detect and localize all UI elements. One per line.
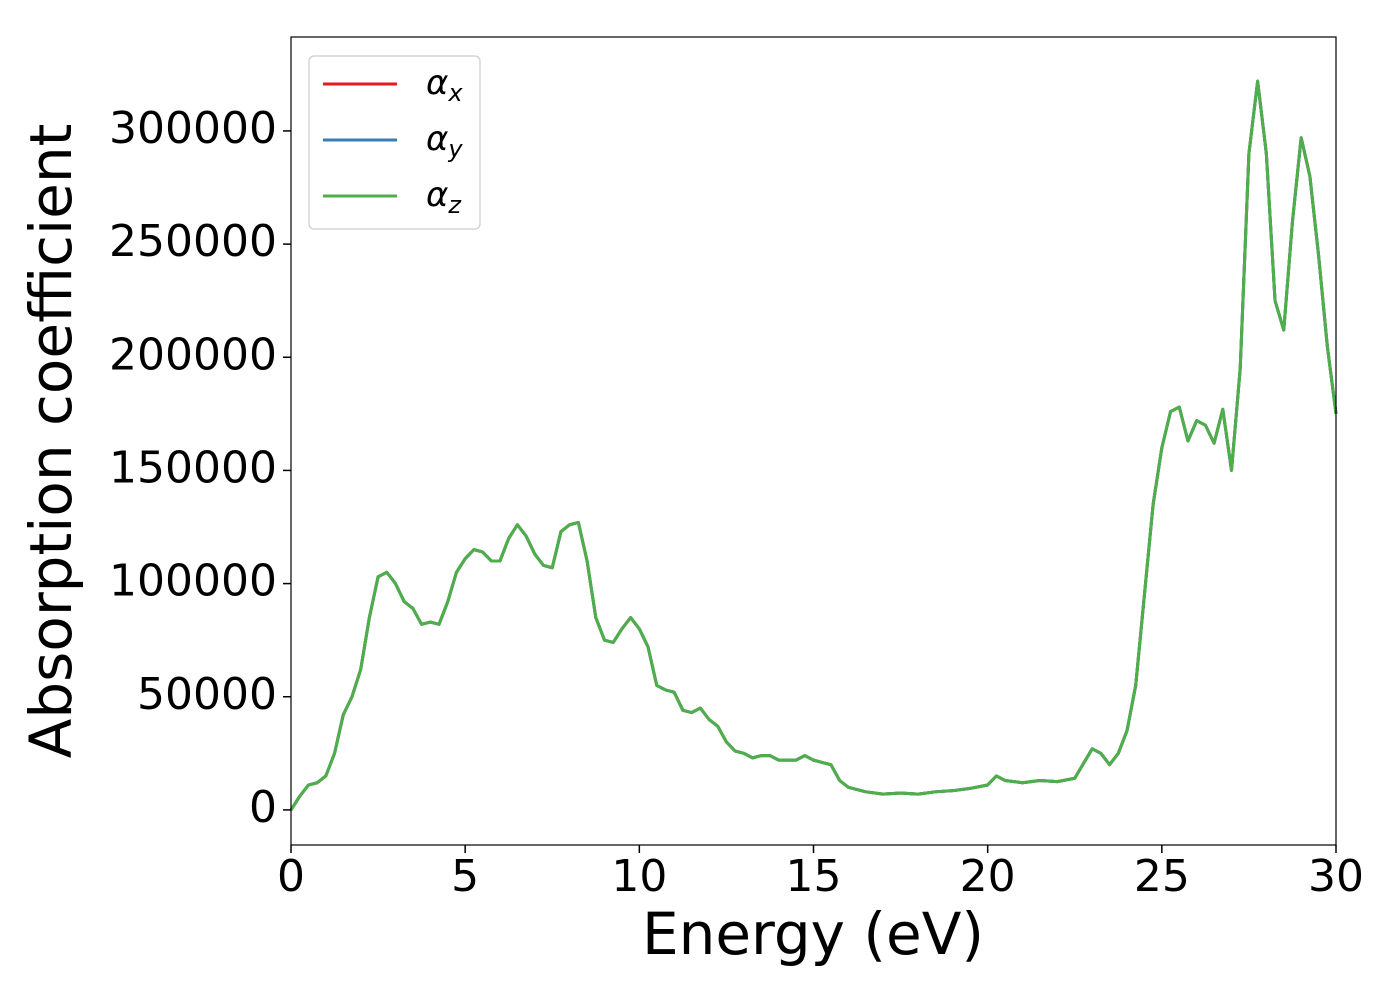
legend-label: αz xyxy=(426,175,462,220)
y-tick-label: 100000 xyxy=(109,556,277,607)
y-tick-label: 0 xyxy=(249,782,277,833)
y-tick-label: 300000 xyxy=(109,103,277,154)
x-axis-label: Energy (eV) xyxy=(642,900,984,968)
y-tick-label: 250000 xyxy=(109,216,277,267)
x-tick-label: 5 xyxy=(451,851,479,902)
x-tick-label: 30 xyxy=(1308,851,1364,902)
y-tick-label: 200000 xyxy=(109,329,277,380)
y-axis-label: Absorption coefficient xyxy=(17,124,85,759)
x-tick-label: 20 xyxy=(960,851,1016,902)
x-tick-label: 0 xyxy=(277,851,305,902)
legend-label: αy xyxy=(426,119,463,164)
legend-box xyxy=(308,55,481,230)
plot-frame xyxy=(290,36,1337,846)
x-tick-label: 25 xyxy=(1134,851,1190,902)
x-tick-label: 10 xyxy=(611,851,667,902)
y-tick-label: 50000 xyxy=(137,669,277,720)
x-tick-label: 15 xyxy=(786,851,842,902)
legend-label: αx xyxy=(426,63,463,108)
series-line xyxy=(289,79,1338,811)
y-tick-label: 150000 xyxy=(109,442,277,493)
